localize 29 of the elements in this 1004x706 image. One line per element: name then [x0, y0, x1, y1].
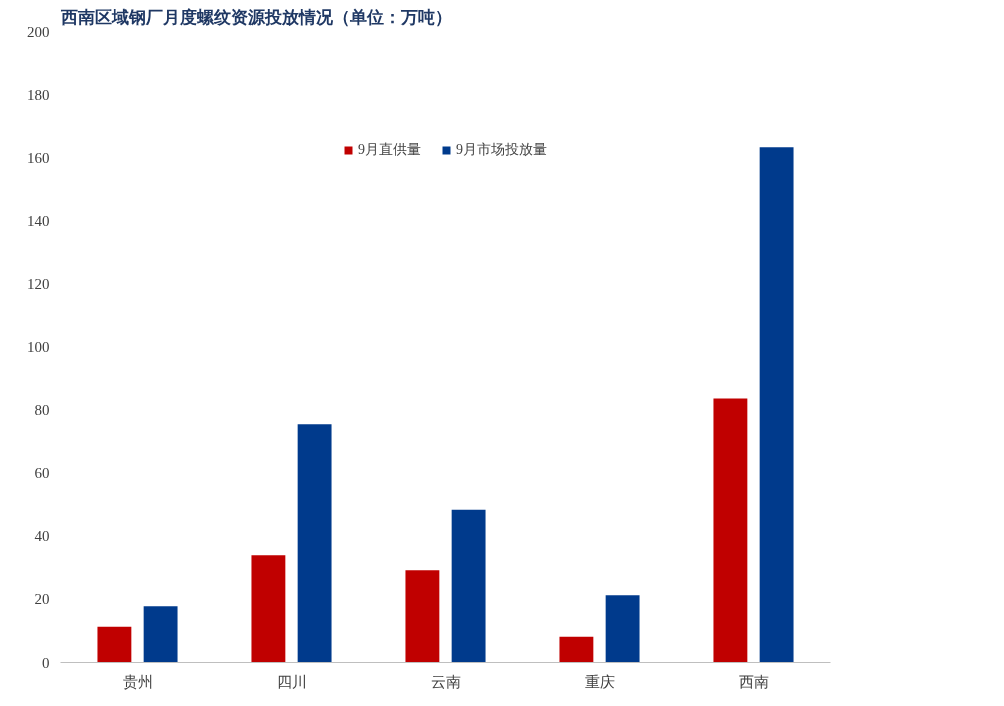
- x-tick-label: 西南: [738, 673, 769, 690]
- x-tick-label: 云南: [430, 673, 461, 690]
- bar: [297, 424, 332, 663]
- bar: [97, 626, 132, 663]
- y-tick-label: 180: [27, 86, 50, 103]
- y-tick-label: 60: [34, 465, 50, 482]
- bar: [405, 570, 440, 663]
- x-tick-label: 四川: [276, 673, 307, 690]
- y-tick-label: 120: [27, 275, 50, 292]
- y-tick-label: 40: [34, 528, 50, 545]
- chart-title: 西南区域钢厂月度螺纹资源投放情况（单位：万吨）: [59, 7, 452, 27]
- bar: [605, 595, 640, 663]
- y-tick-label: 200: [27, 23, 50, 40]
- legend-label: 9月市场投放量: [456, 141, 547, 159]
- bar: [713, 398, 748, 663]
- y-tick-label: 100: [27, 339, 50, 355]
- bar: [759, 147, 794, 663]
- x-tick-label: 贵州: [122, 673, 153, 690]
- bar: [559, 636, 594, 663]
- y-tick-label: 20: [34, 591, 50, 608]
- bar: [451, 509, 486, 663]
- bar: [251, 555, 286, 663]
- legend-label: 9月直供量: [358, 141, 421, 159]
- y-tick-label: 160: [27, 149, 50, 166]
- y-tick-label: 140: [27, 212, 50, 229]
- bar: [143, 606, 178, 663]
- x-tick-label: 重庆: [584, 673, 615, 690]
- y-tick-label: 0: [42, 654, 50, 671]
- y-tick-label: 80: [34, 402, 50, 419]
